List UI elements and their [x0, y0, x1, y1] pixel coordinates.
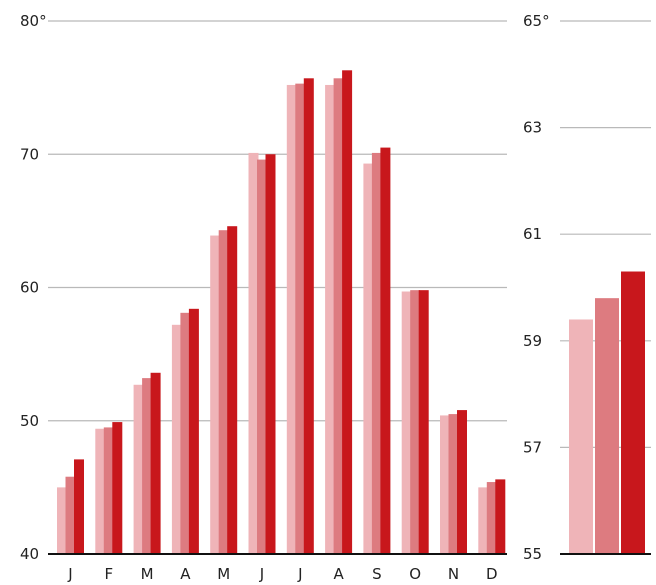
y-tick-label: 59 — [523, 332, 542, 350]
bar: 70.1 — [248, 152, 259, 555]
bar: 69.3 — [363, 163, 374, 554]
x-category-label: O — [409, 565, 421, 583]
x-category-label: F — [104, 565, 113, 583]
bar: 70 — [265, 154, 276, 554]
y-tick-label: 61 — [523, 225, 542, 243]
bar: 49.5 — [103, 427, 114, 554]
bar: 59.8 — [418, 290, 429, 554]
bar: 57.2 — [171, 324, 182, 554]
y-tick-label: 60 — [20, 279, 39, 297]
bar: 50.8 — [457, 410, 467, 554]
x-category-label: J — [259, 565, 264, 583]
bar: 45.8 — [65, 476, 76, 554]
bar: 52.7 — [133, 384, 144, 554]
bar: 45 — [478, 487, 489, 554]
bar: 59.8 — [595, 298, 619, 554]
bar: 59.8 — [410, 290, 421, 554]
bar: 59.4 — [569, 319, 593, 554]
bar: 70.1 — [371, 152, 382, 555]
bar: 69.6 — [257, 159, 267, 554]
bar: 45.4 — [486, 482, 497, 554]
annual-chart: 55 57 59 61 63 65° 59.459.860.3 — [523, 12, 651, 563]
bar: 70.5 — [380, 147, 391, 554]
bar: 58.1 — [180, 312, 191, 554]
y-tick-label: 70 — [20, 145, 39, 163]
bar: 64.3 — [218, 230, 229, 554]
x-category-label: A — [333, 565, 344, 583]
x-category-label: M — [141, 565, 154, 583]
bar: 64.6 — [227, 226, 238, 554]
x-category-label: N — [448, 565, 459, 583]
bar: 50.4 — [440, 415, 450, 554]
bar: 58.4 — [188, 308, 199, 554]
y-tick-label: 65° — [523, 12, 550, 30]
bar: 75.2 — [325, 84, 336, 555]
y-tick-label: 40 — [20, 545, 39, 563]
bar: 50.5 — [448, 414, 459, 554]
y-tick-label: 55 — [523, 545, 542, 563]
bar: 53.6 — [150, 372, 161, 554]
x-category-label: S — [372, 565, 382, 583]
bar: 45.6 — [495, 479, 506, 554]
bar: 63.9 — [210, 235, 221, 554]
x-category-label: M — [217, 565, 230, 583]
bar: 53.2 — [142, 378, 153, 554]
y-tick-label: 57 — [523, 438, 542, 456]
y-tick-label: 63 — [523, 119, 542, 137]
bar: 75.2 — [286, 84, 297, 555]
bar: 60.3 — [621, 271, 645, 554]
x-category-label: J — [297, 565, 302, 583]
bar: 59.7 — [401, 291, 412, 554]
bar: 75.7 — [333, 78, 344, 555]
bar: 47.1 — [74, 459, 84, 554]
bar: 76.3 — [342, 70, 353, 555]
bar: 75.3 — [295, 83, 306, 554]
x-category-label: D — [486, 565, 498, 583]
bar: 49.9 — [112, 422, 123, 554]
bar: 75.7 — [303, 78, 314, 555]
y-tick-label: 80° — [20, 12, 47, 30]
x-category-label: J — [67, 565, 72, 583]
bar: 45 — [57, 487, 67, 554]
bar: 49.4 — [95, 428, 106, 554]
x-category-label: A — [180, 565, 191, 583]
y-tick-label: 50 — [20, 412, 39, 430]
